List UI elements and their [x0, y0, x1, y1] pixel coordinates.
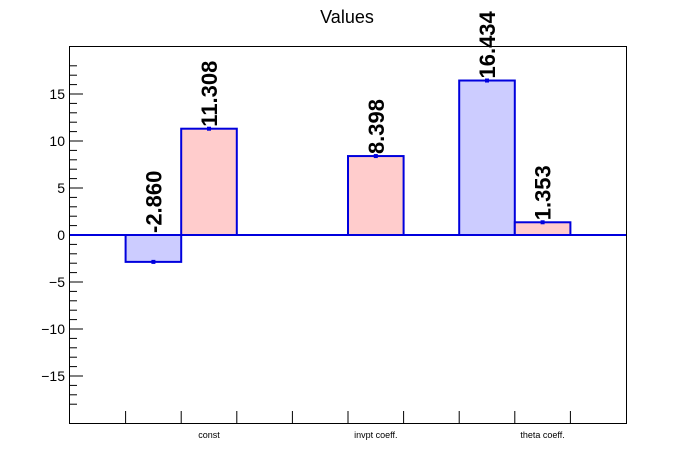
x-category-label: const [198, 430, 220, 440]
plot-frame [69, 46, 627, 424]
bar [124, 234, 183, 263]
chart-title: Values [320, 7, 374, 27]
bar [458, 79, 516, 236]
x-category-label: invpt coeff. [354, 430, 397, 440]
bars-layer [124, 78, 572, 264]
y-tick-label: 0 [57, 227, 65, 243]
bar-value-marker [373, 154, 378, 159]
bar-value-label: 8.398 [364, 99, 389, 154]
axis-layer: 15 10 5 0 −5 −10 −15 const invpt coeff. theta coe… [41, 65, 571, 440]
bar [180, 127, 238, 236]
bar-value-marker [485, 78, 489, 83]
bar-value-label: 16.434 [475, 10, 500, 78]
y-tick-label: −5 [49, 274, 65, 290]
y-tick-label: 15 [49, 86, 65, 102]
y-tick-label: 10 [49, 133, 65, 149]
labels-layer: -2.860 11.308 8.398 16.434 1.353 [141, 10, 555, 233]
x-category-label: theta coeff. [520, 430, 564, 440]
bar-value-label: 11.308 [197, 61, 222, 127]
bar-value-marker [540, 220, 545, 225]
y-tick-label: −15 [41, 368, 65, 384]
bar [347, 155, 405, 237]
bar-value-label: -2.860 [141, 171, 166, 233]
y-tick-label: −10 [41, 321, 65, 337]
bar-value-marker [151, 259, 156, 264]
bar-value-label: 1.353 [531, 165, 556, 220]
y-tick-label: 5 [57, 180, 65, 196]
bar-value-marker [207, 126, 211, 131]
